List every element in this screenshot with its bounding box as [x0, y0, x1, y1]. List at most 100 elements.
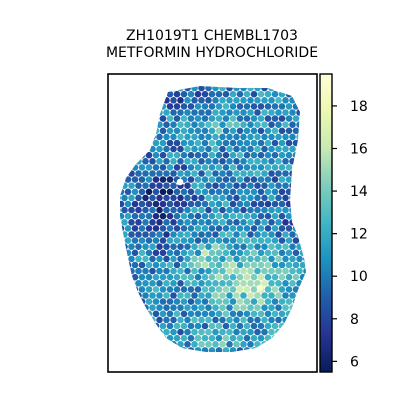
hex-spot: [215, 310, 223, 318]
hex-spot: [191, 158, 198, 165]
hex-spot: [271, 310, 279, 318]
hex-spot: [257, 322, 265, 330]
hex-spot: [187, 334, 195, 342]
hex-spot: [215, 249, 223, 257]
hex-spot: [250, 139, 258, 147]
hex-spot: [243, 212, 251, 220]
hex-spot: [261, 194, 268, 202]
hex-spot: [149, 304, 156, 312]
hex-spot: [226, 182, 233, 189]
hex-spot: [240, 194, 247, 202]
hex-spot: [236, 151, 244, 159]
hex-spot: [135, 206, 142, 214]
hex-spot: [275, 170, 282, 177]
hex-spot: [257, 261, 265, 269]
hex-spot: [152, 273, 160, 281]
hex-spot: [215, 261, 223, 269]
hex-spot: [212, 243, 219, 250]
hex-spot: [166, 273, 174, 281]
hex-spot: [212, 304, 219, 312]
hex-spot: [240, 255, 247, 263]
hex-spot: [215, 286, 223, 293]
hex-spot: [247, 316, 254, 324]
hex-spot: [268, 206, 275, 214]
hex-spot: [145, 176, 153, 183]
hex-spot: [254, 133, 261, 141]
hex-spot: [215, 103, 223, 110]
hex-spot: [268, 280, 275, 287]
hex-spot: [215, 139, 223, 147]
hex-spot: [243, 188, 251, 196]
hex-spot: [198, 109, 205, 116]
hex-spot: [247, 219, 254, 226]
hex-spot: [282, 304, 289, 312]
hex-spot: [131, 261, 139, 269]
hex-spot: [201, 139, 209, 147]
hex-spot: [233, 194, 240, 202]
hex-spot: [212, 316, 219, 324]
hex-spot: [187, 310, 195, 318]
hex-spot: [226, 341, 233, 348]
hex-spot: [292, 249, 300, 257]
hex-spot: [247, 292, 254, 299]
hex-spot: [282, 121, 289, 128]
hex-spot: [128, 194, 135, 202]
hex-spot: [243, 127, 251, 135]
hex-spot: [152, 188, 160, 196]
hex-spot: [271, 237, 279, 244]
hex-spot: [194, 212, 202, 220]
hex-spot: [226, 109, 233, 116]
hex-spot: [236, 334, 244, 342]
hex-spot: [271, 225, 279, 232]
hex-spot: [187, 249, 195, 257]
hex-spot: [264, 322, 272, 330]
hex-spot: [268, 231, 275, 238]
hex-spot: [187, 200, 195, 208]
hex-spot: [177, 121, 184, 128]
hex-spot: [180, 286, 188, 293]
hex-spot: [173, 212, 181, 220]
hex-spot: [180, 322, 188, 330]
hex-spot: [254, 292, 261, 299]
hex-spot: [205, 304, 212, 312]
hex-spot: [198, 328, 205, 336]
hex-spot: [205, 109, 212, 116]
hex-spot: [271, 176, 279, 183]
hex-spot: [233, 255, 240, 263]
colorbar-tick-label: 6: [350, 354, 359, 370]
hex-spot: [173, 115, 181, 122]
hex-spot: [282, 170, 289, 177]
hex-spot-hotspot: [176, 178, 184, 186]
hex-spot: [170, 194, 177, 202]
hex-spot: [257, 127, 265, 135]
hex-spot: [275, 109, 282, 116]
hex-spot: [254, 194, 261, 202]
hex-spot: [138, 200, 146, 208]
hex-spot: [233, 133, 240, 141]
hex-spot: [180, 310, 188, 318]
hex-spot: [264, 176, 272, 183]
hex-spot: [187, 90, 195, 98]
hex-spot: [198, 97, 205, 104]
hex-spot: [142, 219, 149, 226]
hex-spot: [257, 249, 265, 257]
hex-spot: [268, 328, 275, 336]
hex-spot: [240, 121, 247, 128]
hex-spot: [278, 151, 286, 159]
hex-spot: [152, 200, 160, 208]
hex-spot: [275, 280, 282, 287]
hex-spot: [212, 109, 219, 116]
hex-spot: [187, 164, 195, 171]
hex-spot: [170, 255, 177, 263]
hex-spot: [264, 188, 272, 196]
hex-spot: [180, 237, 188, 244]
hex-spot: [194, 139, 202, 147]
hex-spot: [247, 267, 254, 275]
hex-spot: [187, 298, 195, 305]
hex-spot: [184, 158, 191, 165]
hex-spot: [170, 182, 177, 189]
hex-spot: [121, 206, 128, 214]
hex-spot: [212, 170, 219, 177]
hex-spot: [170, 97, 177, 104]
